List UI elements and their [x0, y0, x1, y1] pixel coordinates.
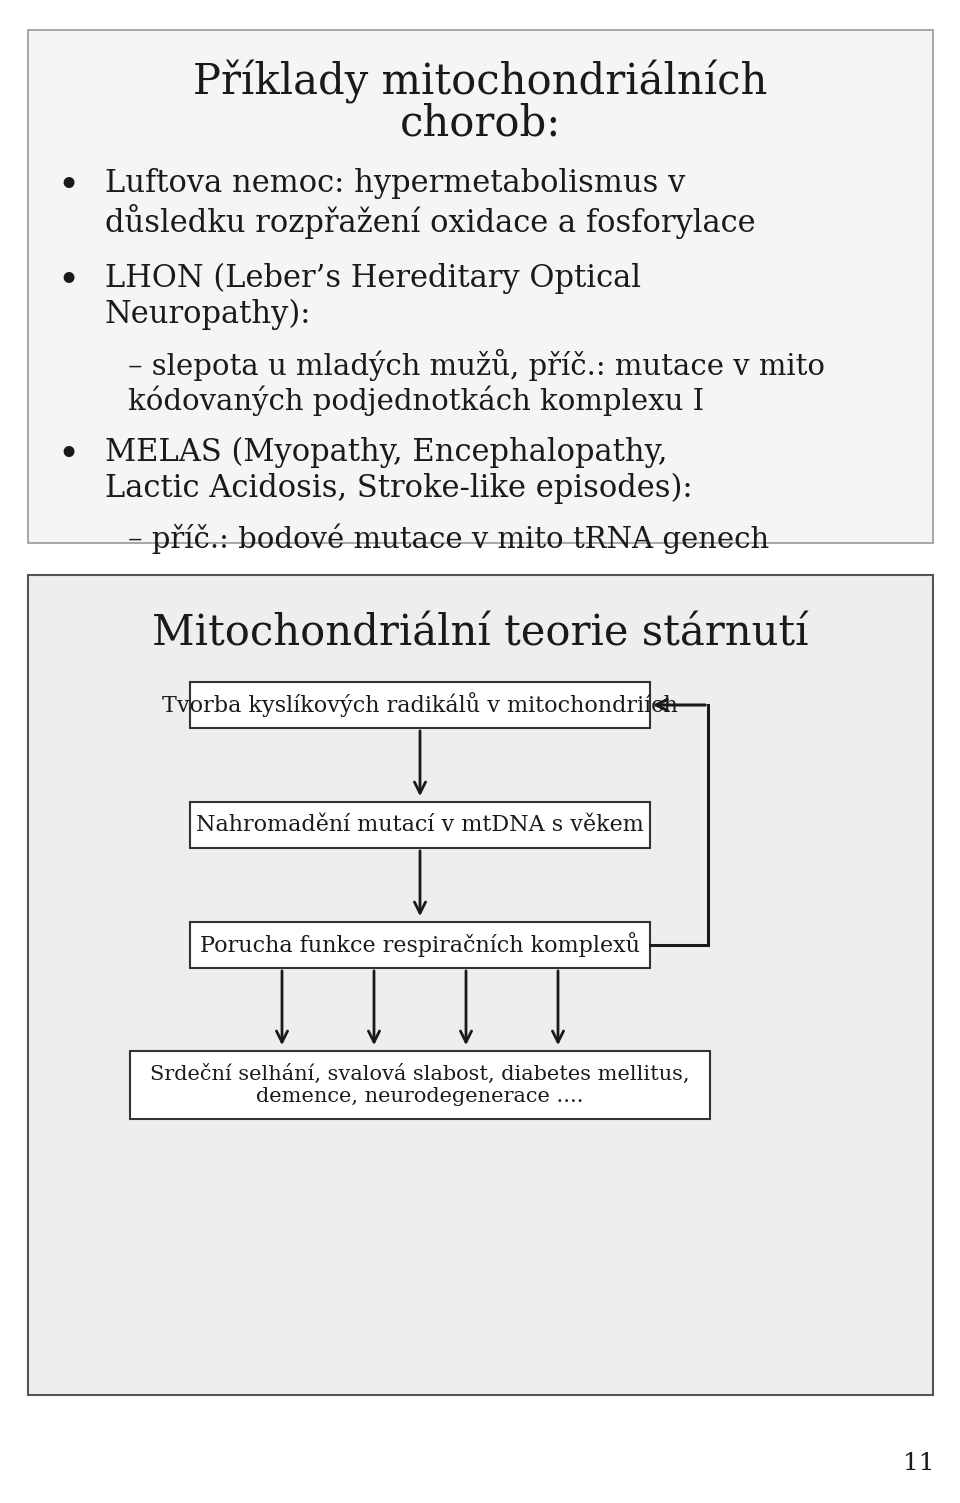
FancyBboxPatch shape	[130, 1051, 710, 1120]
Text: důsledku rozpřažení oxidace a fosforylace: důsledku rozpřažení oxidace a fosforylac…	[105, 204, 756, 239]
Text: LHON (Leber’s Hereditary Optical: LHON (Leber’s Hereditary Optical	[105, 263, 641, 295]
Text: – příč.: bodové mutace v mito tRNA genech: – příč.: bodové mutace v mito tRNA genec…	[128, 523, 769, 553]
Text: Srdeční selhání, svalová slabost, diabetes mellitus,
demence, neurodegenerace ..: Srdeční selhání, svalová slabost, diabet…	[151, 1064, 689, 1106]
Text: Neuropathy):: Neuropathy):	[105, 299, 311, 331]
Text: Porucha funkce respiračních komplexů: Porucha funkce respiračních komplexů	[200, 932, 640, 957]
Text: Lactic Acidosis, Stroke-like episodes):: Lactic Acidosis, Stroke-like episodes):	[105, 473, 692, 504]
Text: MELAS (Myopathy, Encephalopathy,: MELAS (Myopathy, Encephalopathy,	[105, 437, 667, 469]
Text: Mitochondriální teorie stárnutí: Mitochondriální teorie stárnutí	[152, 613, 808, 655]
Text: 11: 11	[903, 1452, 935, 1474]
Text: Tvorba kyslíkových radikálů v mitochondriích: Tvorba kyslíkových radikálů v mitochondr…	[162, 693, 678, 717]
Text: Luftova nemoc: hypermetabolismus v: Luftova nemoc: hypermetabolismus v	[105, 168, 685, 198]
FancyBboxPatch shape	[190, 921, 650, 968]
Text: – slepota u mladých mužů, příč.: mutace v mito: – slepota u mladých mužů, příč.: mutace …	[128, 349, 825, 382]
FancyBboxPatch shape	[190, 682, 650, 727]
Text: chorob:: chorob:	[399, 102, 561, 144]
FancyBboxPatch shape	[190, 803, 650, 848]
Text: •: •	[57, 168, 79, 204]
FancyBboxPatch shape	[28, 576, 933, 1395]
Text: Nahromadění mutací v mtDNA s věkem: Nahromadění mutací v mtDNA s věkem	[196, 815, 644, 836]
FancyBboxPatch shape	[28, 30, 933, 543]
Text: •: •	[57, 263, 79, 299]
Text: kódovaných podjednotkách komplexu I: kódovaných podjednotkách komplexu I	[128, 385, 704, 415]
Text: •: •	[57, 437, 79, 473]
Text: Příklady mitochondriálních: Příklady mitochondriálních	[193, 60, 767, 104]
